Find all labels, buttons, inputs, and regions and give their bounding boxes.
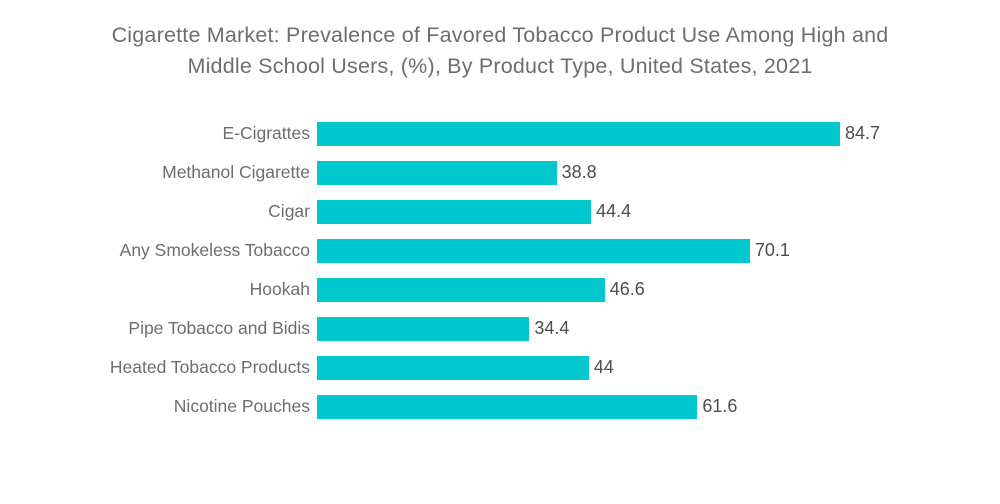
bar-chart: E-Cigrattes 84.7 Methanol Cigarette 38.8 Cig… [0, 114, 1000, 426]
value-label: 44.4 [596, 201, 632, 221]
bar [317, 394, 698, 419]
value-label: 34.4 [534, 318, 570, 338]
value-label: 46.6 [609, 279, 645, 299]
value-label: 44 [593, 357, 614, 377]
bar-row: Methanol Cigarette 38.8 [0, 153, 1000, 192]
category-label: Methanol Cigarette [162, 162, 310, 182]
value-label: 61.6 [702, 396, 738, 416]
category-label: Any Smokeless Tobacco [119, 240, 310, 260]
chart-title-line-1: Cigarette Market: Prevalence of Favored … [111, 23, 889, 47]
bar-track: 44.4 [317, 192, 1000, 231]
bar-row: Hookah 46.6 [0, 270, 1000, 309]
category-label: Heated Tobacco Products [109, 357, 310, 377]
value-label: 84.7 [845, 123, 881, 143]
bar-track: 70.1 [317, 231, 1000, 270]
bar-row: Pipe Tobacco and Bidis 34.4 [0, 309, 1000, 348]
bar [317, 355, 589, 380]
bar-track: 38.8 [317, 153, 1000, 192]
chart-title: Cigarette Market: Prevalence of Favored … [0, 0, 1000, 82]
bar [317, 277, 605, 302]
bar [317, 160, 557, 185]
category-label: Hookah [249, 279, 310, 299]
chart-title-line-2: Middle School Users, (%), By Product Typ… [187, 54, 813, 78]
bar-row: E-Cigrattes 84.7 [0, 114, 1000, 153]
bar-track: 44 [317, 348, 1000, 387]
bar-track: 61.6 [317, 387, 1000, 426]
category-label: E-Cigrattes [222, 123, 310, 143]
bar-row: Heated Tobacco Products 44 [0, 348, 1000, 387]
value-label: 38.8 [561, 162, 597, 182]
bar-row: Cigar 44.4 [0, 192, 1000, 231]
bar-row: Any Smokeless Tobacco 70.1 [0, 231, 1000, 270]
bar [317, 199, 592, 224]
category-label: Pipe Tobacco and Bidis [128, 318, 310, 338]
bar-row: Nicotine Pouches 61.6 [0, 387, 1000, 426]
bar-track: 34.4 [317, 309, 1000, 348]
bar-track: 84.7 [317, 114, 1000, 153]
bar [317, 121, 840, 146]
bar [317, 316, 530, 341]
category-label: Cigar [268, 201, 310, 221]
bar-track: 46.6 [317, 270, 1000, 309]
category-label: Nicotine Pouches [173, 396, 310, 416]
bar [317, 238, 750, 263]
value-label: 70.1 [754, 240, 790, 260]
